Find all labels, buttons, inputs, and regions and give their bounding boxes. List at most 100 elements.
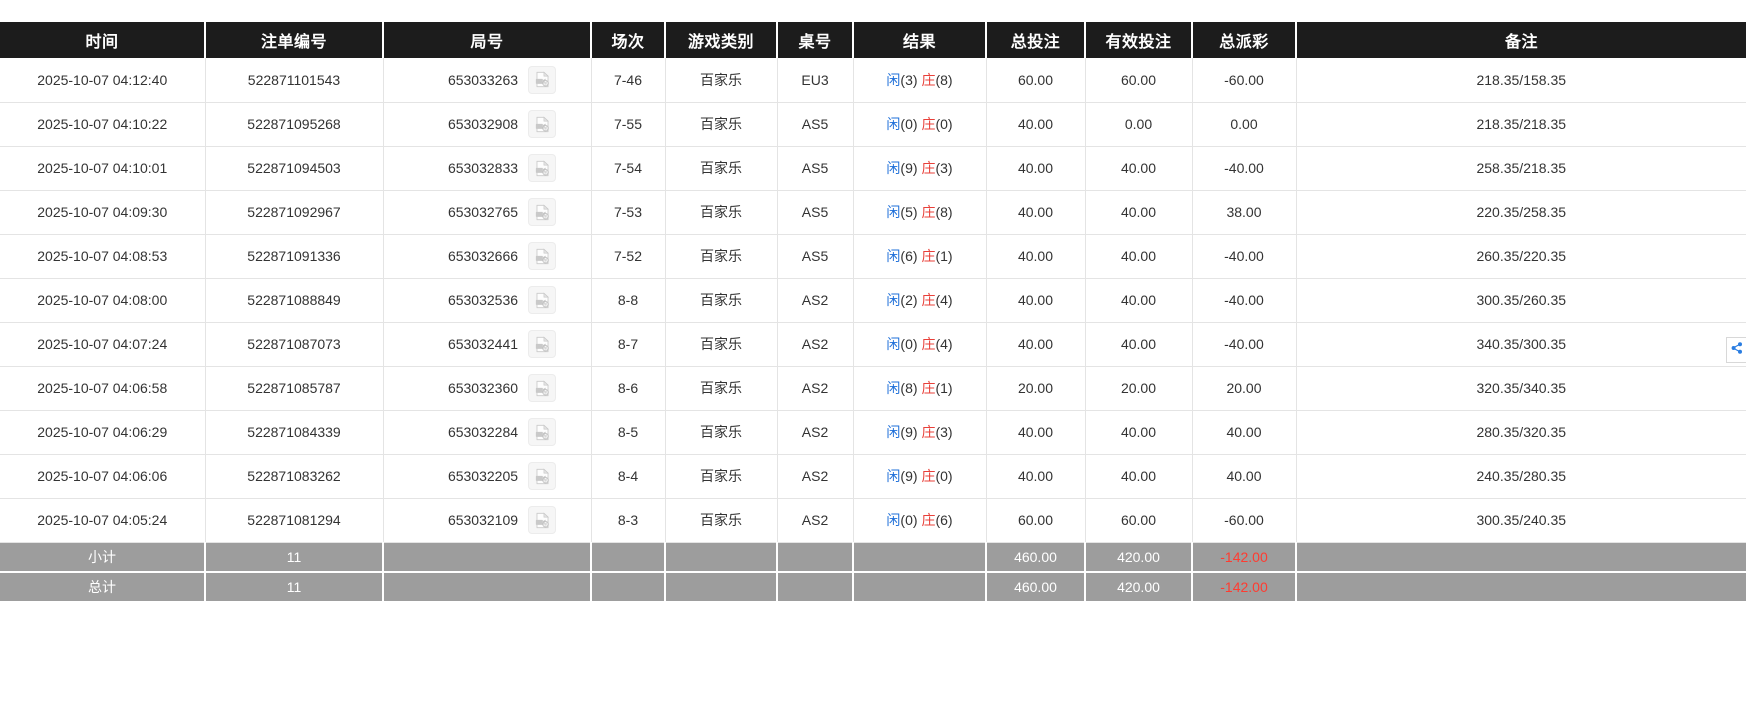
cell-remark: 300.35/260.35: [1296, 278, 1746, 323]
cell-total-bet[interactable]: 40.00: [986, 278, 1086, 323]
column-header-payout[interactable]: 总派彩: [1192, 22, 1297, 58]
cell-valid-bet: 40.00: [1085, 190, 1193, 235]
video-file-icon[interactable]: [528, 330, 557, 358]
cell-result: 闲(6) 庄(1): [853, 234, 987, 279]
result-banker-label: 庄: [921, 248, 936, 264]
footer-spacer-remark: [1296, 572, 1746, 603]
video-file-icon[interactable]: [528, 374, 557, 402]
cell-total-bet[interactable]: 40.00: [986, 322, 1086, 367]
result-banker-value: (3): [935, 160, 953, 176]
video-file-icon[interactable]: [528, 242, 557, 270]
cell-round-no: 653032833: [383, 146, 592, 191]
cell-bet-id: 522871101543: [205, 58, 384, 103]
column-header-round-no[interactable]: 局号: [383, 22, 592, 58]
result-player-value: (9): [900, 468, 918, 484]
cell-payout: -40.00: [1192, 146, 1297, 191]
cell-round-no: 653032441: [383, 322, 592, 367]
footer-spacer-table-no: [777, 542, 854, 573]
result-player-label: 闲: [886, 512, 901, 528]
cell-bet-id: 522871088849: [205, 278, 384, 323]
footer-payout: -142.00: [1192, 572, 1297, 603]
cell-round-no: 653032666: [383, 234, 592, 279]
cell-total-bet[interactable]: 60.00: [986, 58, 1086, 103]
cell-round-no: 653032536: [383, 278, 592, 323]
footer-valid-bet: 420.00: [1085, 542, 1193, 573]
round-no-text: 653033263: [447, 71, 519, 88]
table-row: 2025-10-07 04:09:30 522871092967 653032765…: [0, 190, 1746, 235]
cell-total-bet[interactable]: 40.00: [986, 410, 1086, 455]
share-widget-button[interactable]: [1726, 337, 1746, 363]
cell-game-type: 百家乐: [665, 234, 778, 279]
table-row: 2025-10-07 04:05:24 522871081294 653032109…: [0, 498, 1746, 543]
column-header-total-bet[interactable]: 总投注: [986, 22, 1086, 58]
video-file-icon[interactable]: [528, 154, 557, 182]
cell-remark: 280.35/320.35: [1296, 410, 1746, 455]
cell-game-type: 百家乐: [665, 366, 778, 411]
cell-total-bet[interactable]: 60.00: [986, 498, 1086, 543]
video-file-icon[interactable]: [528, 418, 557, 446]
result-player-value: (0): [900, 512, 918, 528]
cell-table-no: AS5: [777, 234, 854, 279]
cell-payout: -40.00: [1192, 234, 1297, 279]
cell-time: 2025-10-07 04:12:40: [0, 58, 206, 103]
result-player-value: (0): [900, 336, 918, 352]
cell-table-no: AS2: [777, 322, 854, 367]
cell-total-bet[interactable]: 20.00: [986, 366, 1086, 411]
footer-row: 总计 11 460.00 420.00 -142.00: [0, 572, 1746, 603]
column-header-result[interactable]: 结果: [853, 22, 987, 58]
table-row: 2025-10-07 04:06:58 522871085787 653032360…: [0, 366, 1746, 411]
column-header-bet-id[interactable]: 注单编号: [205, 22, 384, 58]
cell-table-no: AS2: [777, 498, 854, 543]
table-row: 2025-10-07 04:07:24 522871087073 653032441…: [0, 322, 1746, 367]
round-no-text: 653032441: [447, 336, 519, 352]
cell-time: 2025-10-07 04:06:06: [0, 454, 206, 499]
cell-game-type: 百家乐: [665, 410, 778, 455]
footer-spacer-session: [591, 542, 666, 573]
column-header-remark[interactable]: 备注: [1296, 22, 1746, 58]
video-file-icon[interactable]: [528, 65, 557, 94]
video-file-icon[interactable]: [528, 506, 557, 534]
column-header-session[interactable]: 场次: [591, 22, 666, 58]
round-no-text: 653032109: [447, 512, 519, 528]
cell-table-no: AS2: [777, 278, 854, 323]
column-header-time[interactable]: 时间: [0, 22, 206, 58]
result-banker-value: (8): [935, 71, 953, 88]
result-banker-value: (8): [935, 204, 953, 220]
footer-total-bet: 460.00: [986, 542, 1086, 573]
footer-valid-bet: 420.00: [1085, 572, 1193, 603]
cell-time: 2025-10-07 04:08:53: [0, 234, 206, 279]
video-file-icon[interactable]: [528, 462, 557, 490]
video-file-icon[interactable]: [528, 286, 557, 314]
cell-payout: 40.00: [1192, 454, 1297, 499]
column-header-valid-bet[interactable]: 有效投注: [1085, 22, 1193, 58]
round-no-text: 653032833: [447, 160, 519, 176]
cell-total-bet[interactable]: 40.00: [986, 102, 1086, 147]
result-player-label: 闲: [886, 380, 901, 396]
cell-total-bet[interactable]: 40.00: [986, 454, 1086, 499]
cell-total-bet[interactable]: 40.00: [986, 234, 1086, 279]
header-row: 时间 注单编号 局号 场次 游戏类别 桌号 结果 总投注 有效投注 总派彩 备注: [0, 22, 1746, 58]
result-player-label: 闲: [886, 336, 901, 352]
table-footer: 小计 11 460.00 420.00 -142.00 总计 11 460.00 420.00-…: [0, 542, 1746, 603]
video-file-icon[interactable]: [528, 110, 557, 138]
video-file-icon[interactable]: [528, 198, 557, 226]
result-banker-value: (4): [935, 336, 953, 352]
result-banker-value: (3): [935, 424, 953, 440]
cell-bet-id: 522871095268: [205, 102, 384, 147]
table-row: 2025-10-07 04:12:40 522871101543 653033263…: [0, 58, 1746, 103]
cell-total-bet[interactable]: 40.00: [986, 190, 1086, 235]
cell-valid-bet: 40.00: [1085, 410, 1193, 455]
cell-result: 闲(0) 庄(0): [853, 102, 987, 147]
column-header-table-no[interactable]: 桌号: [777, 22, 854, 58]
cell-time: 2025-10-07 04:10:22: [0, 102, 206, 147]
cell-total-bet[interactable]: 40.00: [986, 146, 1086, 191]
cell-game-type: 百家乐: [665, 454, 778, 499]
cell-remark: 320.35/340.35: [1296, 366, 1746, 411]
footer-spacer-game-type: [665, 542, 778, 573]
cell-time: 2025-10-07 04:09:30: [0, 190, 206, 235]
cell-remark: 260.35/220.35: [1296, 234, 1746, 279]
result-player-value: (9): [900, 424, 918, 440]
cell-round-no: 653032205: [383, 454, 592, 499]
column-header-game-type[interactable]: 游戏类别: [665, 22, 778, 58]
footer-spacer-game-type: [665, 572, 778, 603]
